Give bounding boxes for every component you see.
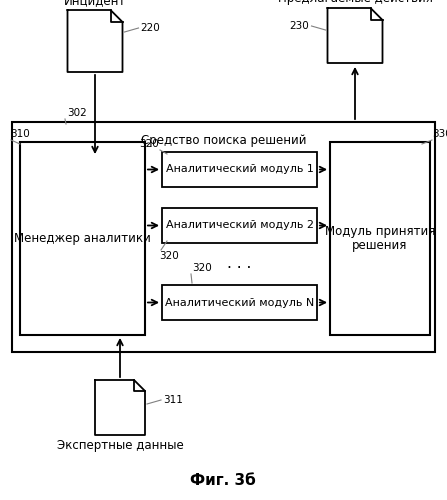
Text: 311: 311	[163, 395, 183, 405]
Text: Аналитический модуль 1: Аналитический модуль 1	[165, 164, 313, 174]
Text: 310: 310	[10, 129, 30, 139]
Text: Модуль принятия
решения: Модуль принятия решения	[325, 224, 435, 252]
Text: Аналитический модуль 2: Аналитический модуль 2	[165, 220, 313, 230]
Bar	[12, 122, 435, 352]
Bar	[330, 142, 430, 335]
Text: 320: 320	[159, 251, 179, 261]
Text: 330: 330	[432, 129, 447, 139]
Text: 302: 302	[67, 108, 87, 118]
Bar	[162, 285, 317, 320]
Bar	[162, 208, 317, 243]
Text: 220: 220	[140, 23, 160, 33]
Polygon shape	[95, 380, 145, 435]
Polygon shape	[328, 8, 383, 63]
Text: Экспертные данные: Экспертные данные	[57, 439, 183, 452]
Text: . . .: . . .	[228, 256, 252, 272]
Bar	[20, 142, 145, 335]
Text: Инцидент: Инцидент	[64, 0, 126, 7]
Text: 320: 320	[139, 139, 159, 149]
Text: Предлагаемые действия: Предлагаемые действия	[278, 0, 432, 5]
Text: Средство поиска решений: Средство поиска решений	[141, 134, 306, 147]
Bar	[162, 152, 317, 187]
Text: 230: 230	[290, 21, 309, 31]
Text: Аналитический модуль N: Аналитический модуль N	[165, 298, 314, 308]
Text: Менеджер аналитики: Менеджер аналитики	[14, 232, 151, 245]
Polygon shape	[67, 10, 122, 72]
Text: Фиг. 3б: Фиг. 3б	[190, 473, 256, 488]
Text: 320: 320	[192, 263, 212, 273]
